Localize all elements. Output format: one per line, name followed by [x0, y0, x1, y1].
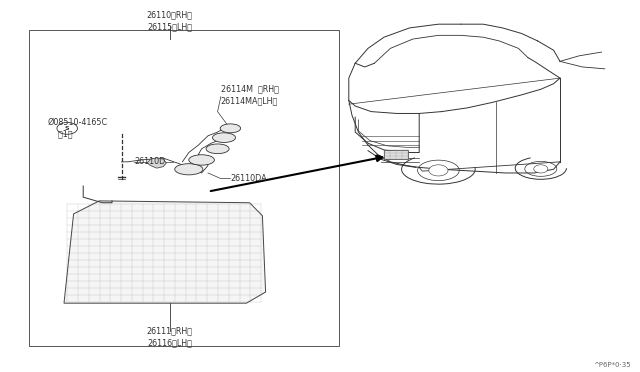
Text: 26114M  〈RH〉
26114MA〈LH〉: 26114M 〈RH〉 26114MA〈LH〉 [221, 84, 278, 105]
Text: ^P6P*0·35: ^P6P*0·35 [593, 362, 630, 368]
Ellipse shape [212, 133, 236, 142]
Text: 26110〈RH〉
26115〈LH〉: 26110〈RH〉 26115〈LH〉 [147, 10, 193, 31]
Ellipse shape [175, 164, 203, 175]
Bar [29, 30, 339, 346]
Text: 26110D: 26110D [134, 157, 166, 166]
Polygon shape [64, 201, 266, 303]
Circle shape [57, 122, 77, 134]
Text: 26110DA: 26110DA [230, 174, 267, 183]
Ellipse shape [189, 155, 214, 165]
Circle shape [429, 165, 448, 176]
Ellipse shape [206, 144, 229, 154]
Polygon shape [147, 158, 166, 168]
Ellipse shape [220, 124, 241, 133]
Text: Ø08510-4165C
    （1）: Ø08510-4165C （1） [48, 118, 108, 139]
Circle shape [534, 165, 548, 173]
Bar [384, 150, 408, 159]
Text: S: S [65, 126, 70, 131]
Text: 26111〈RH〉
26116〈LH〉: 26111〈RH〉 26116〈LH〉 [147, 326, 193, 347]
